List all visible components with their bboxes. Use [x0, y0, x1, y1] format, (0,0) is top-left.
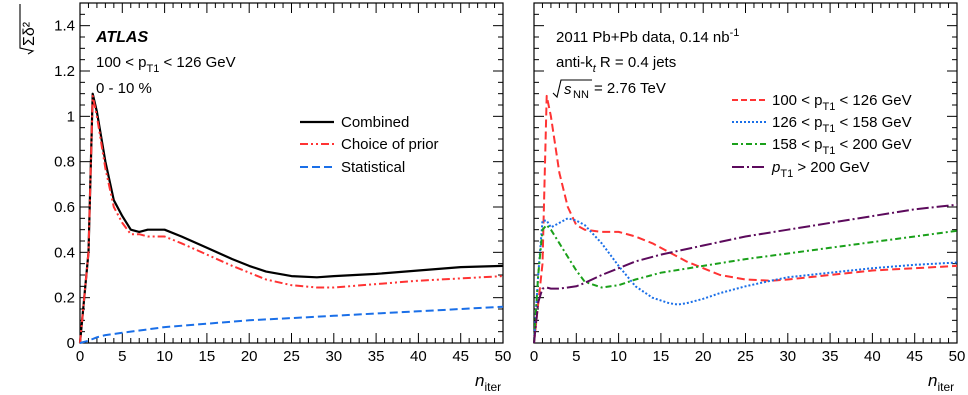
svg-text:s: s [564, 81, 572, 98]
right-x-tick-label: 45 [906, 348, 923, 365]
y-tick-label: 0.4 [54, 244, 75, 261]
y-tick-label: 0.8 [54, 154, 75, 171]
right-axis-ticks: 0 5 10 15 20 25 30 35 40 45 50 [530, 2, 966, 365]
svg-text:= 2.76 TeV: = 2.76 TeV [594, 80, 666, 97]
right-x-tick-label: 30 [779, 348, 796, 365]
left-x-tick-label: 30 [325, 348, 342, 365]
left-x-tick-label: 15 [199, 348, 216, 365]
y-tick-label: 1 [67, 108, 75, 125]
right-x-tick-label: 15 [653, 348, 670, 365]
right-series-line-0 [533, 94, 958, 344]
right-series-line-3 [533, 203, 958, 344]
left-x-tick-label: 10 [156, 348, 173, 365]
left-x-tick-label: 40 [410, 348, 427, 365]
left-x-tick-label: 25 [283, 348, 300, 365]
y-tick-label: 1.2 [54, 63, 75, 80]
legend-100-126: 100 < pT1 < 126 GeV [772, 92, 912, 113]
centrality-label: 0 - 10 % [96, 80, 152, 97]
y-tick-label: 1.4 [54, 18, 75, 35]
y-tick-label: 0.6 [54, 199, 75, 216]
right-series-line-1 [533, 217, 958, 344]
left-series-line-1 [79, 94, 504, 344]
left-panel: 0 5 10 15 20 25 30 35 40 45 50 0 0.2 0.4 0.6 0.8 1 1.2 1.4… [19, 2, 512, 394]
right-x-tick-label: 0 [530, 348, 538, 365]
left-y-axis-label: Σδ² [19, 4, 38, 55]
y-tick-label: 0 [67, 335, 75, 352]
right-x-tick-label: 50 [949, 348, 966, 365]
right-series-group [533, 94, 958, 344]
right-legend: 100 < pT1 < 126 GeV 126 < pT1 < 158 GeV … [732, 92, 912, 180]
right-x-tick-label: 5 [572, 348, 580, 365]
right-x-tick-label: 35 [822, 348, 839, 365]
svg-text:NN: NN [573, 89, 589, 101]
left-x-axis-label: niter [475, 371, 501, 394]
legend-statistical: Statistical [341, 159, 405, 176]
right-x-tick-label: 20 [695, 348, 712, 365]
left-x-tick-label: 20 [241, 348, 258, 365]
left-x-tick-label: 50 [495, 348, 512, 365]
legend-158-200: 158 < pT1 < 200 GeV [772, 136, 912, 157]
legend-200: pT1 > 200 GeV [771, 159, 870, 180]
y-tick-label: 0.2 [54, 290, 75, 307]
right-x-tick-label: 25 [737, 348, 754, 365]
right-x-axis-label: niter [928, 371, 954, 394]
energy-label: s NN = 2.76 TeV [552, 79, 666, 101]
left-cut-label: 100 < pT1 < 126 GeV [96, 54, 236, 75]
svg-text:Σδ²: Σδ² [21, 21, 38, 46]
dataset-label: 2011 Pb+Pb data, 0.14 nb-1 [556, 27, 739, 46]
left-x-tick-label: 45 [452, 348, 469, 365]
left-x-tick-label: 0 [76, 348, 84, 365]
left-series-line-0 [78, 92, 504, 344]
right-x-tick-label: 10 [610, 348, 627, 365]
algorithm-label: anti-kt R = 0.4 jets [556, 54, 676, 75]
experiment-label: ATLAS [95, 29, 148, 46]
left-x-tick-label: 35 [368, 348, 385, 365]
right-panel: 0 5 10 15 20 25 30 35 40 45 50 2011 Pb+Pb data, 0.… [530, 2, 966, 394]
legend-126-158: 126 < pT1 < 158 GeV [772, 114, 912, 135]
left-legend: Combined Choice of prior Statistical [300, 114, 439, 176]
left-series-line-2 [79, 305, 504, 344]
right-series-line-2 [533, 224, 958, 344]
left-x-tick-label: 5 [118, 348, 126, 365]
right-x-tick-label: 40 [864, 348, 881, 365]
left-series-group [78, 92, 504, 344]
legend-combined: Combined [341, 114, 409, 131]
legend-choice-of-prior: Choice of prior [341, 136, 439, 153]
